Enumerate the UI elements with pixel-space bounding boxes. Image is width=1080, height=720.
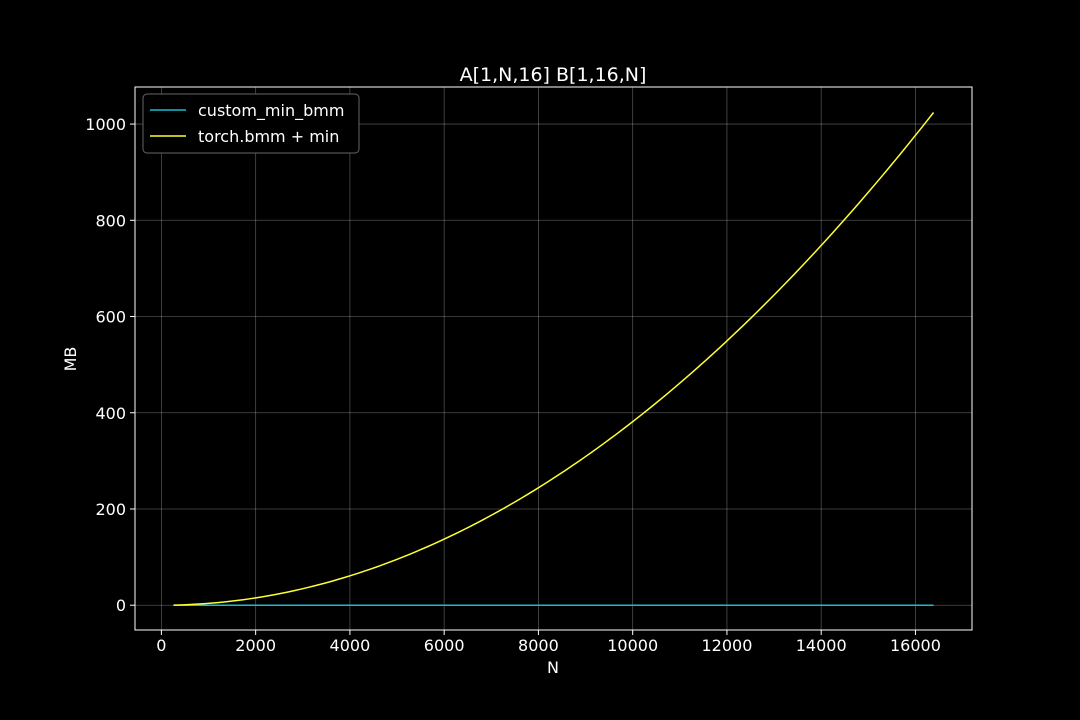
x-axis-label: N bbox=[547, 658, 559, 677]
y-tick-label: 200 bbox=[95, 500, 126, 519]
y-tick-label: 1000 bbox=[85, 115, 126, 134]
y-tick-label: 800 bbox=[95, 211, 126, 230]
legend-box bbox=[142, 93, 360, 154]
y-axis-label: MB bbox=[61, 347, 80, 372]
legend: custom_min_bmm torch.bmm + min bbox=[142, 93, 360, 154]
x-tick-label: 14000 bbox=[796, 636, 847, 655]
axis-ticks: 0 2000 4000 6000 8000 10000 12000 14000 16000 0 20… bbox=[85, 115, 941, 655]
plot-frame bbox=[134, 86, 973, 631]
legend-label-torch-bmm-min: torch.bmm + min bbox=[198, 127, 339, 146]
x-tick-label: 0 bbox=[156, 636, 166, 655]
y-tick-label: 0 bbox=[116, 596, 126, 615]
x-tick-label: 2000 bbox=[235, 636, 276, 655]
chart-title: A[1,N,16] B[1,16,N] bbox=[460, 64, 647, 86]
y-tick-label: 600 bbox=[95, 308, 126, 327]
series-lines bbox=[173, 112, 935, 606]
x-tick-label: 10000 bbox=[607, 636, 658, 655]
x-tick-label: 16000 bbox=[890, 636, 941, 655]
x-tick-label: 4000 bbox=[330, 636, 371, 655]
legend-label-custom-min-bmm: custom_min_bmm bbox=[198, 101, 344, 121]
x-tick-label: 8000 bbox=[518, 636, 559, 655]
series-line-torch-bmm-min bbox=[173, 112, 935, 606]
x-tick-label: 6000 bbox=[424, 636, 465, 655]
y-tick-label: 400 bbox=[95, 404, 126, 423]
x-tick-label: 12000 bbox=[701, 636, 752, 655]
